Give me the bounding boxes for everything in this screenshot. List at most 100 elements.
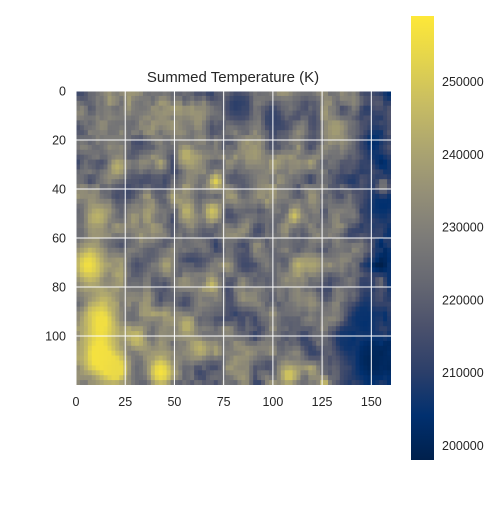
heatmap-cell [198,360,203,366]
heatmap-cell [131,140,136,146]
heatmap-cell [166,95,172,102]
heatmap-cell [162,360,168,366]
heatmap-cell [103,267,109,273]
heatmap-cell [265,218,270,224]
heatmap-cell [272,120,278,126]
heatmap-cell [296,282,302,288]
heatmap-cell [347,306,353,313]
heatmap-cell [316,198,321,205]
heatmap-cell [178,110,183,117]
heatmap-cell [162,375,168,381]
heatmap-cell [205,326,211,332]
heatmap-cell [359,223,365,229]
heatmap-cell [135,238,140,244]
heatmap-cell [209,340,215,347]
heatmap-cell [87,247,93,254]
heatmap-cell [379,296,384,303]
heatmap-cell [328,125,333,131]
heatmap-cell [115,336,120,342]
heatmap-cell [186,149,191,156]
heatmap-cell [253,370,258,376]
heatmap-cell [139,91,144,97]
heatmap-cell [150,331,156,337]
heatmap-cell [347,336,353,342]
heatmap-cell [328,311,333,317]
heatmap-cell [245,272,250,278]
heatmap-cell [308,213,313,219]
heatmap-cell [347,316,353,322]
heatmap-cell [213,110,219,117]
heatmap-cell [178,247,183,254]
heatmap-cell [316,203,321,210]
heatmap-cell [375,223,380,229]
heatmap-cell [367,213,372,219]
heatmap-cell [131,144,136,151]
heatmap-cell [359,159,365,166]
heatmap-cell [328,306,333,313]
heatmap-cell [142,184,148,190]
heatmap-cell [324,257,329,264]
heatmap-cell [95,120,101,126]
heatmap-cell [91,380,97,385]
heatmap-cell [225,360,231,366]
heatmap-cell [233,91,239,97]
heatmap-cell [217,193,223,200]
heatmap-cell [115,262,120,268]
heatmap-cell [76,331,81,337]
heatmap-cell [261,336,266,342]
heatmap-cell [288,115,294,121]
heatmap-cell [205,287,211,293]
heatmap-cell [253,105,258,112]
heatmap-cell [107,336,113,342]
heatmap-cell [288,321,294,327]
heatmap-cell [280,370,286,376]
heatmap-cell [284,336,290,342]
heatmap-cell [312,311,317,317]
heatmap-cell [253,247,258,254]
heatmap-cell [229,189,235,195]
heatmap-cell [174,242,179,249]
heatmap-cell [359,331,365,337]
heatmap-cell [276,311,282,317]
heatmap-cell [170,218,176,224]
heatmap-cell [139,267,144,273]
heatmap-cell [371,336,376,342]
heatmap-cell [162,242,168,249]
heatmap-cell [229,218,235,224]
heatmap-cell [107,189,113,195]
heatmap-cell [308,154,313,161]
heatmap-cell [154,91,160,97]
heatmap-cell [194,242,199,249]
heatmap-cell [79,130,85,136]
heatmap-cell [166,257,172,264]
heatmap-cell [296,301,302,308]
heatmap-cell [139,154,144,161]
heatmap-cell [237,370,242,376]
heatmap-cell [233,326,239,332]
heatmap-cell [99,370,105,376]
heatmap-cell [257,115,262,121]
heatmap-cell [202,375,207,381]
heatmap-cell [261,164,266,170]
heatmap-cell [225,154,231,161]
heatmap-cell [296,213,302,219]
heatmap-cell [280,331,286,337]
heatmap-cell [131,306,136,313]
heatmap-cell [249,306,254,313]
heatmap-cell [182,110,187,117]
heatmap-cell [300,380,305,385]
heatmap-cell [150,164,156,170]
heatmap-cell [268,193,274,200]
heatmap-cell [237,360,242,366]
heatmap-cell [115,100,120,107]
heatmap-cell [119,375,124,381]
heatmap-cell [186,198,191,205]
heatmap-cell [363,95,368,102]
heatmap-cell [202,380,207,385]
heatmap-cell [343,380,349,385]
heatmap-cell [111,350,116,357]
heatmap-cell [375,228,380,234]
x-tick-label: 0 [73,395,80,409]
heatmap-cell [103,193,109,200]
heatmap-cell [91,360,97,366]
